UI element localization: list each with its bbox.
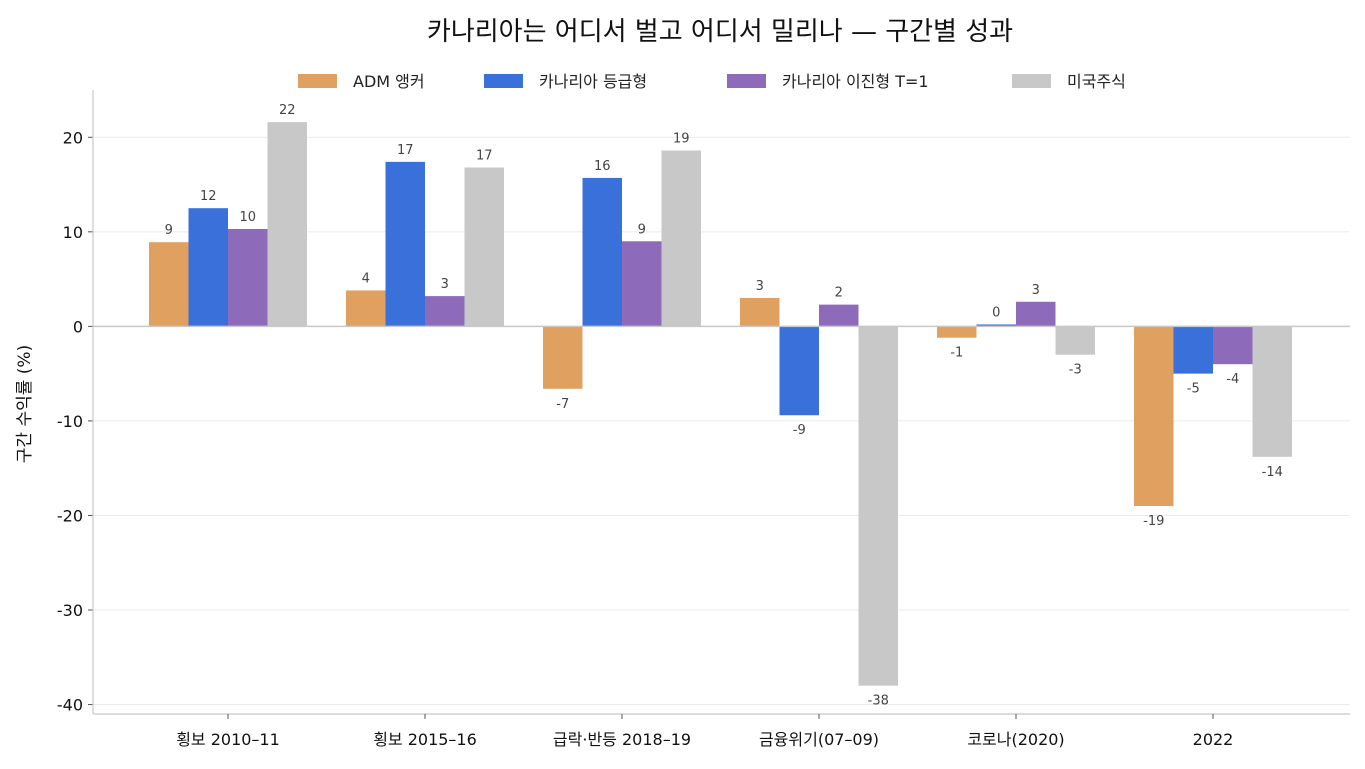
data-label: 3 [441, 277, 449, 292]
data-label: 19 [673, 132, 690, 147]
data-label: 4 [362, 271, 370, 286]
bar [346, 290, 386, 327]
bar [819, 304, 859, 327]
bar [228, 228, 268, 327]
x-tick-label: 횡보 2015–16 [373, 730, 477, 749]
bar [267, 122, 307, 327]
bar [582, 177, 622, 327]
bar [976, 324, 1016, 327]
legend-label: 카나리아 등급형 [539, 72, 647, 91]
y-tick-label: 10 [63, 223, 83, 242]
legend-swatch [727, 74, 766, 88]
bar [1213, 326, 1253, 365]
bar [1055, 326, 1095, 355]
y-tick-label: -10 [57, 412, 83, 431]
x-tick-label: 2022 [1193, 730, 1234, 749]
y-tick-label: -30 [57, 601, 83, 620]
data-label: -3 [1069, 363, 1082, 378]
legend-entry: 카나리아 등급형 [484, 72, 647, 91]
data-label: -1 [950, 346, 963, 361]
data-label: 17 [397, 143, 414, 158]
bar [937, 326, 977, 338]
data-label: 3 [756, 279, 764, 294]
bar [149, 242, 189, 327]
bar [385, 161, 425, 327]
y-tick-label: 20 [63, 128, 83, 147]
x-tick-label: 횡보 2010–11 [176, 730, 280, 749]
data-label: 17 [476, 149, 493, 164]
legend-swatch [1012, 74, 1051, 88]
data-label: 16 [594, 159, 611, 174]
bar [779, 326, 819, 416]
data-label: -4 [1226, 372, 1239, 387]
bar [661, 150, 701, 327]
data-label: 10 [239, 210, 256, 225]
x-tick-label: 급락·반등 2018–19 [553, 730, 691, 749]
data-labels: 9 12 10 22 4 17 3 17 -7 16 9 19 3 -9 2 -38 -1 0 3 -3 -19 -5 -4… [165, 103, 1283, 708]
legend-entry: 미국주식 [1012, 72, 1126, 91]
bars [149, 122, 1292, 686]
data-label: 2 [835, 286, 843, 301]
data-label: -7 [556, 397, 569, 412]
y-tick-label: 0 [73, 317, 83, 336]
bar [622, 241, 662, 327]
data-label: -9 [793, 423, 806, 438]
bar [1252, 326, 1292, 457]
y-tick-label: -20 [57, 506, 83, 525]
data-label: -14 [1262, 465, 1283, 480]
data-label: 9 [638, 222, 646, 237]
data-label: -38 [868, 694, 889, 709]
bar [740, 298, 780, 327]
bar [858, 326, 898, 686]
legend-label: 카나리아 이진형 T=1 [782, 72, 929, 91]
y-axis-label: 구간 수익률 (%) [15, 345, 35, 463]
bar [1134, 326, 1174, 506]
bar [1173, 326, 1213, 374]
legend-swatch [484, 74, 523, 88]
data-label: 22 [279, 103, 296, 118]
legend-label: 미국주식 [1067, 72, 1126, 91]
bar [464, 167, 504, 327]
legend-swatch [298, 74, 337, 88]
x-tick-label: 코로나(2020) [967, 730, 1064, 749]
x-tick-label: 금융위기(07–09) [759, 730, 879, 749]
chart-title: 카나리아는 어디서 벌고 어디서 밀리나 — 구간별 성과 [427, 17, 1013, 47]
legend-label: ADM 앵커 [353, 72, 425, 91]
bar [1016, 301, 1056, 327]
bar [425, 296, 465, 327]
bar [188, 208, 228, 327]
data-label: 12 [200, 189, 217, 204]
legend: ADM 앵커 카나리아 등급형 카나리아 이진형 T=1 미국주식 [298, 72, 1126, 91]
bar [543, 326, 583, 389]
legend-entry: ADM 앵커 [298, 72, 425, 91]
data-label: 9 [165, 223, 173, 238]
data-label: 3 [1032, 283, 1040, 298]
y-tick-label: -40 [57, 696, 83, 715]
legend-entry: 카나리아 이진형 T=1 [727, 72, 929, 91]
data-label: 0 [992, 305, 1000, 320]
data-label: -19 [1143, 514, 1164, 529]
data-label: -5 [1187, 382, 1200, 397]
